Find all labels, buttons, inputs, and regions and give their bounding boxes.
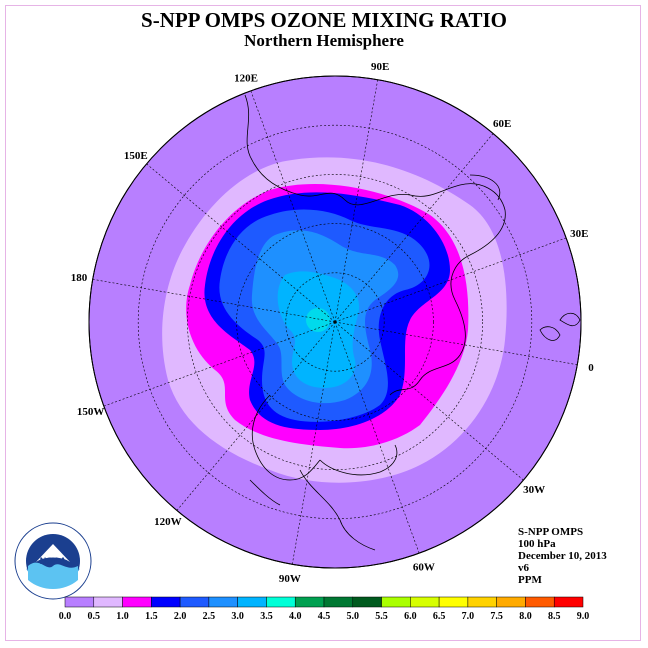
colorbar-swatch bbox=[208, 596, 238, 608]
meridian-line bbox=[92, 278, 336, 323]
meridian-line bbox=[176, 321, 336, 511]
colorbar-tick-label: 2.0 bbox=[174, 611, 187, 622]
colorbar-swatch bbox=[179, 596, 210, 608]
graticule bbox=[92, 79, 578, 565]
colorbar-swatch bbox=[438, 596, 469, 608]
colorbar-tick-label: 5.0 bbox=[347, 611, 360, 622]
info-units: PPM bbox=[518, 574, 542, 586]
globe-outline bbox=[88, 75, 582, 569]
chart-title: S-NPP OMPS OZONE MIXING RATIO bbox=[141, 8, 507, 32]
colorbar-tick-label: 3.5 bbox=[260, 611, 273, 622]
colorbar-swatch bbox=[525, 596, 555, 608]
colorbar-swatch bbox=[381, 596, 411, 608]
colorbar-swatch bbox=[496, 596, 526, 608]
chart-subtitle: Northern Hemisphere bbox=[244, 31, 404, 50]
info-instrument: S-NPP OMPS bbox=[518, 526, 584, 538]
latitude-circle bbox=[137, 124, 533, 520]
longitude-label: 120E bbox=[234, 73, 258, 85]
colorbar-tick-label: 7.5 bbox=[490, 611, 503, 622]
meridian-line bbox=[291, 321, 336, 565]
longitude-label: 180 bbox=[71, 272, 88, 284]
longitude-label: 120W bbox=[154, 516, 182, 528]
colorbar-swatch bbox=[237, 596, 267, 608]
info-panel: S-NPP OMPS 100 hPa December 10, 2013 v6 … bbox=[518, 526, 607, 586]
colorbar-tick-label: 8.0 bbox=[519, 611, 532, 622]
meridian-line bbox=[334, 237, 567, 323]
colorbar-swatch bbox=[410, 596, 440, 608]
info-version: v6 bbox=[518, 562, 529, 574]
meridian-line bbox=[146, 163, 336, 323]
info-date: December 10, 2013 bbox=[518, 550, 607, 562]
noaa-logo-icon: NOAA bbox=[14, 522, 92, 600]
longitude-label: 30E bbox=[570, 228, 588, 240]
colorbar-tick-label: 4.0 bbox=[289, 611, 302, 622]
longitude-label: 90W bbox=[279, 573, 301, 585]
latitude-circle bbox=[187, 174, 483, 470]
meridian-line bbox=[103, 321, 336, 407]
meridian-line bbox=[334, 79, 379, 323]
colorbar-tick-label: 5.5 bbox=[375, 611, 388, 622]
colorbar-tick-label: 0.0 bbox=[59, 611, 72, 622]
longitude-label: 90E bbox=[371, 61, 389, 73]
meridian-line bbox=[334, 321, 524, 481]
longitude-label: 150E bbox=[124, 150, 148, 162]
colorbar-swatch bbox=[266, 596, 296, 608]
colorbar-tick-label: 2.5 bbox=[203, 611, 216, 622]
colorbar-tick-label: 0.5 bbox=[88, 611, 101, 622]
colorbar-tick-label: 6.5 bbox=[433, 611, 446, 622]
longitude-label: 150W bbox=[77, 406, 105, 418]
meridian-line bbox=[334, 321, 420, 554]
latitude-circle bbox=[285, 272, 385, 372]
colorbar-swatch bbox=[352, 596, 382, 608]
meridian-line bbox=[334, 321, 578, 366]
colorbar-tick-label: 1.5 bbox=[145, 611, 158, 622]
latitude-circle bbox=[236, 223, 434, 421]
coastlines bbox=[244, 94, 581, 551]
colorbar-swatch bbox=[122, 596, 152, 608]
colorbar-swatch bbox=[323, 596, 354, 608]
longitude-label: 60W bbox=[413, 561, 435, 573]
colorbar-tick-label: 6.0 bbox=[404, 611, 417, 622]
colorbar-swatch bbox=[64, 596, 95, 608]
core-max bbox=[306, 308, 330, 332]
meridian-line bbox=[250, 90, 336, 323]
logo-text: NOAA bbox=[40, 556, 67, 566]
meridian-line bbox=[334, 133, 494, 323]
colorbar-tick-label: 8.5 bbox=[548, 611, 561, 622]
colorbar-swatch bbox=[553, 596, 584, 608]
colorbar-swatch bbox=[93, 596, 123, 608]
colorbar-tick-label: 9.0 bbox=[577, 611, 590, 622]
colorbar-tick-label: 1.0 bbox=[116, 611, 129, 622]
colorbar-swatch bbox=[294, 596, 325, 608]
longitude-label: 0 bbox=[588, 362, 594, 374]
info-level: 100 hPa bbox=[518, 538, 556, 550]
longitude-label: 60E bbox=[493, 118, 511, 130]
colorbar-swatch bbox=[467, 596, 497, 608]
colorbar-swatch bbox=[151, 596, 181, 608]
colorbar-tick-label: 7.0 bbox=[462, 611, 475, 622]
colorbar-tick-label: 4.5 bbox=[318, 611, 331, 622]
colorbar-tick-label: 3.0 bbox=[231, 611, 244, 622]
figure-frame bbox=[5, 5, 641, 641]
longitude-label: 30W bbox=[523, 484, 545, 496]
